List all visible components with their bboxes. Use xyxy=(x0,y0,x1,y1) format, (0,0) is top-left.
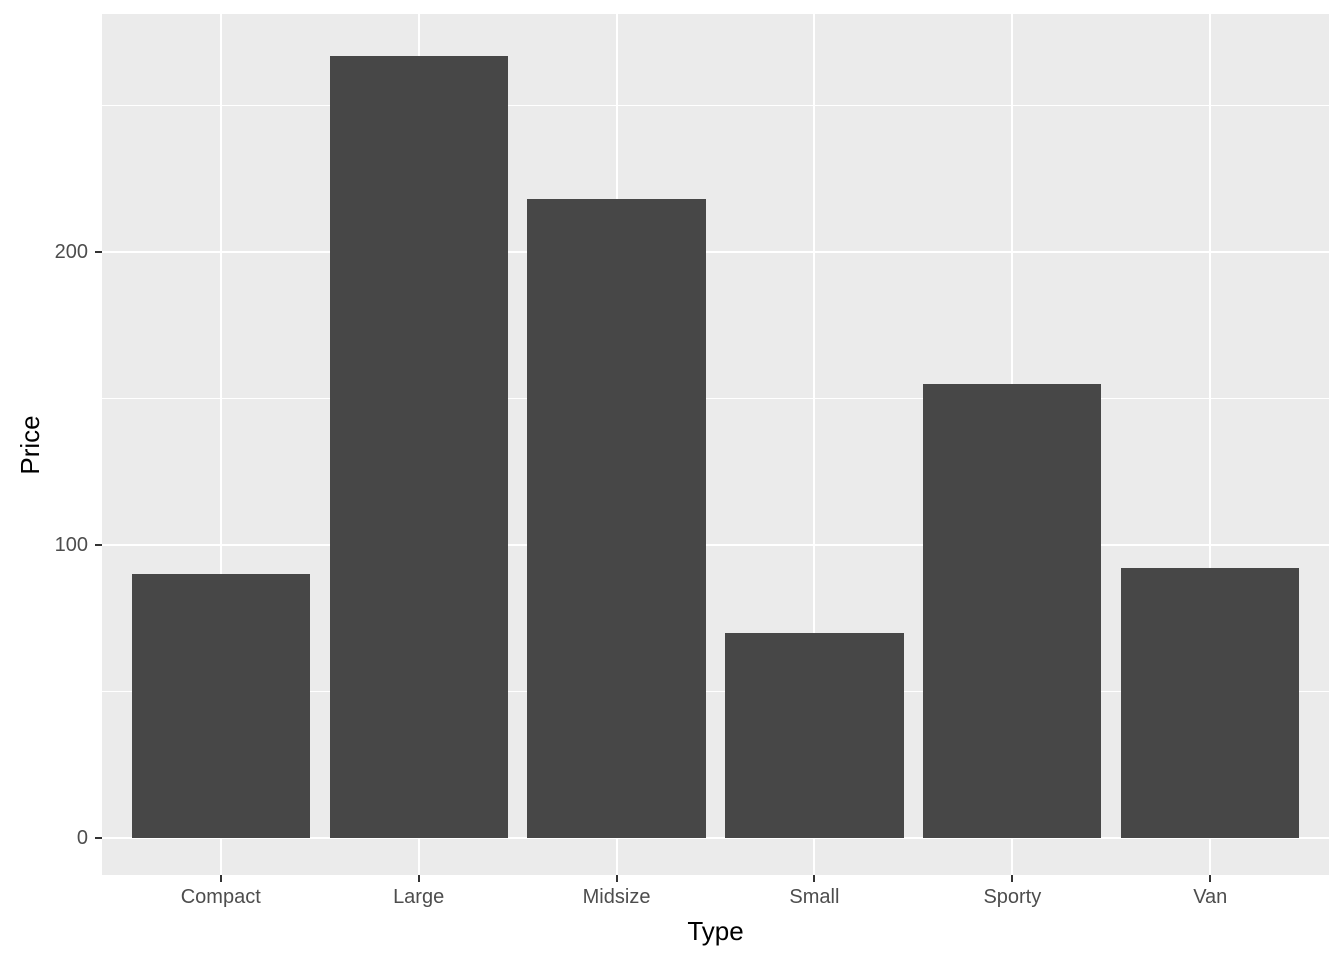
bar-small xyxy=(725,632,904,838)
y-tick-label: 100 xyxy=(54,533,88,556)
x-tick-label-compact: Compact xyxy=(180,886,261,908)
y-tick-mark xyxy=(95,543,102,546)
y-tick-mark xyxy=(95,836,102,839)
bar-midsize xyxy=(527,199,706,838)
bar-van xyxy=(1121,568,1300,838)
category-gridline xyxy=(1209,14,1212,875)
bar-large xyxy=(329,55,508,838)
major-gridline xyxy=(102,543,1329,546)
x-tick-mark xyxy=(813,875,816,882)
x-tick-label-sporty: Sporty xyxy=(983,886,1042,908)
major-gridline xyxy=(102,250,1329,253)
x-tick-mark xyxy=(615,875,618,882)
minor-gridline xyxy=(102,398,1329,400)
y-axis-title: Price xyxy=(15,414,45,475)
x-tick-mark xyxy=(1011,875,1014,882)
x-tick-mark xyxy=(219,875,222,882)
y-tick-mark xyxy=(95,250,102,253)
bar-compact xyxy=(131,573,310,838)
category-gridline xyxy=(813,14,816,875)
x-tick-label-small: Small xyxy=(789,886,840,908)
minor-gridline xyxy=(102,105,1329,107)
y-tick-label: 200 xyxy=(54,240,88,263)
x-tick-label-van: Van xyxy=(1193,886,1228,908)
x-tick-mark xyxy=(1209,875,1212,882)
bar-sporty xyxy=(923,383,1102,838)
x-tick-label-large: Large xyxy=(393,886,445,908)
major-gridline xyxy=(102,836,1329,839)
plot-panel xyxy=(102,14,1329,875)
x-axis-title: Type xyxy=(687,916,744,946)
minor-gridline xyxy=(102,691,1329,693)
category-gridline xyxy=(219,14,222,875)
x-tick-label-midsize: Midsize xyxy=(582,886,651,908)
y-tick-label: 0 xyxy=(76,826,88,849)
x-tick-mark xyxy=(417,875,420,882)
